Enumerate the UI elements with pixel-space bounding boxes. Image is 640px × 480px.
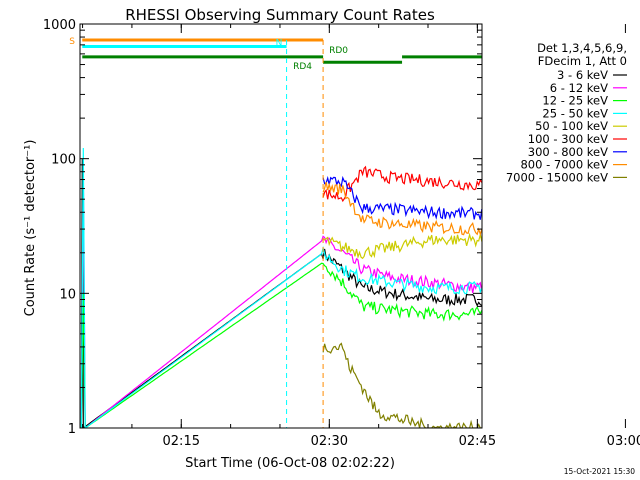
y-tick-label: 1 xyxy=(68,422,76,437)
series-line-4 xyxy=(322,232,482,260)
state-bar-label-4: RD0 xyxy=(329,46,348,56)
series-line-6 xyxy=(322,175,482,220)
legend: Det 1,3,4,5,6,9,FDecim 1, Att 03 - 6 keV… xyxy=(506,41,627,184)
y-tick-label: 100 xyxy=(51,153,76,168)
series-line-3 xyxy=(80,147,482,428)
chart-title: RHESSI Observing Summary Count Rates xyxy=(125,6,435,24)
footer-timestamp: 15-Oct-2021 15:30 xyxy=(564,467,635,476)
state-bar-label-3: RD4 xyxy=(293,62,312,72)
x-tick-label: 03:00 xyxy=(607,434,640,449)
series-line-0 xyxy=(80,158,482,428)
legend-label-5: 100 - 300 keV xyxy=(528,132,608,146)
legend-label-6: 300 - 800 keV xyxy=(528,145,608,159)
x-tick-label: 02:15 xyxy=(163,434,200,449)
legend-label-2: 12 - 25 keV xyxy=(542,94,608,108)
plot-area xyxy=(80,38,482,428)
legend-label-3: 25 - 50 keV xyxy=(542,106,608,120)
legend-label-1: 6 - 12 keV xyxy=(550,81,608,95)
axes: SNRD4RD0110100100002:1502:3002:4503:0003… xyxy=(43,18,640,449)
state-bar-label-0: S xyxy=(69,37,75,47)
legend-label-4: 50 - 100 keV xyxy=(535,119,608,133)
legend-label-0: 3 - 6 keV xyxy=(557,68,608,82)
y-tick-label: 10 xyxy=(59,287,76,302)
x-tick-label: 02:45 xyxy=(459,434,496,449)
legend-header: FDecim 1, Att 0 xyxy=(538,54,627,68)
series-line-1 xyxy=(80,171,482,428)
y-tick-label: 1000 xyxy=(43,18,76,33)
series-line-8 xyxy=(322,342,482,428)
legend-label-8: 7000 - 15000 keV xyxy=(506,170,608,184)
series-line-5 xyxy=(322,165,482,203)
legend-label-7: 800 - 7000 keV xyxy=(520,158,608,172)
state-bar-label-1: N xyxy=(276,39,283,49)
series-line-7 xyxy=(322,181,482,237)
legend-header: Det 1,3,4,5,6,9, xyxy=(537,41,627,55)
x-axis-label: Start Time (06-Oct-08 02:02:22) xyxy=(185,456,395,471)
plot-frame xyxy=(79,23,483,429)
y-axis-label: Count Rate (s⁻¹ detector⁻¹) xyxy=(23,140,38,317)
series-line-2 xyxy=(80,262,482,428)
x-tick-label: 02:30 xyxy=(311,434,348,449)
